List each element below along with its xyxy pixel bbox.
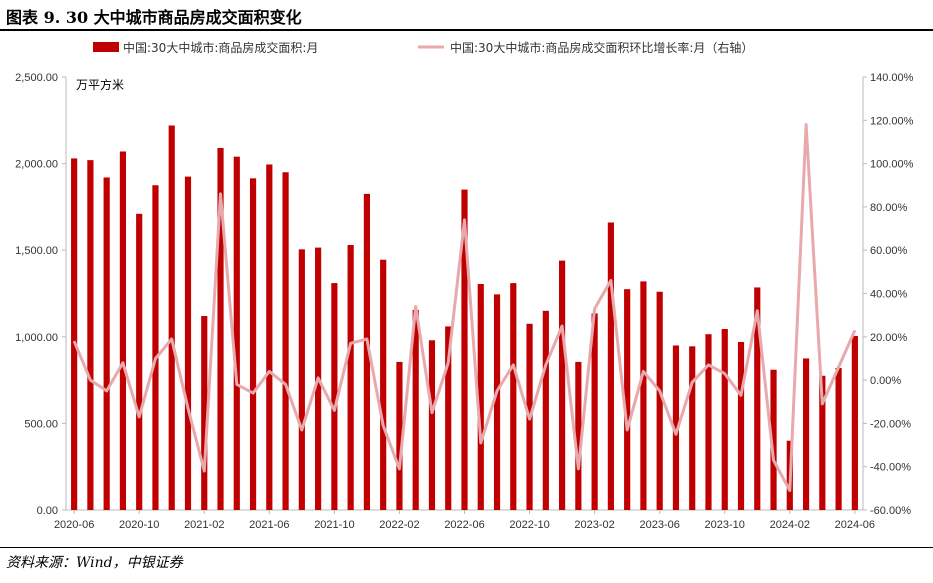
bar xyxy=(233,156,240,510)
x-tick-label: 2024-02 xyxy=(770,519,810,531)
right-tick-label: 100.00% xyxy=(870,159,914,171)
bar xyxy=(624,289,631,510)
bar xyxy=(412,309,419,510)
x-tick-label: 2024-06 xyxy=(835,519,875,531)
bar xyxy=(87,160,94,511)
bar xyxy=(559,260,566,510)
x-tick-label: 2023-02 xyxy=(574,519,614,531)
x-tick-label: 2022-06 xyxy=(444,519,484,531)
bar xyxy=(461,189,468,510)
bar xyxy=(672,345,680,510)
x-tick-label: 2021-06 xyxy=(249,519,289,531)
bar xyxy=(396,361,403,510)
bar xyxy=(201,316,208,510)
right-tick-label: 80.00% xyxy=(870,202,908,214)
right-tick-label: 60.00% xyxy=(870,245,908,257)
left-tick-label: 2,500.00 xyxy=(15,72,58,84)
bar xyxy=(103,177,110,510)
bar xyxy=(851,335,858,510)
x-tick-label: 2022-10 xyxy=(509,519,549,531)
legend-line-label: 中国:30大中城市:商品房成交面积环比增长率:月（右轴） xyxy=(450,40,753,55)
legend-bar-swatch xyxy=(93,42,119,52)
x-tick-label: 2021-02 xyxy=(184,519,224,531)
right-tick-label: -20.00% xyxy=(870,418,911,430)
left-tick-label: 0.00 xyxy=(37,505,58,517)
bar xyxy=(477,283,484,510)
right-tick-label: -60.00% xyxy=(870,505,911,517)
bar xyxy=(184,176,192,510)
bar xyxy=(152,185,159,510)
title-divider xyxy=(0,29,933,31)
bar xyxy=(575,361,582,510)
bar xyxy=(640,281,647,510)
line-series xyxy=(72,123,857,492)
bar xyxy=(266,164,273,510)
bar xyxy=(445,326,452,510)
bar xyxy=(737,341,745,510)
bar xyxy=(136,213,143,510)
x-tick-label: 2023-06 xyxy=(639,519,679,531)
bar xyxy=(298,249,305,511)
bar xyxy=(71,158,78,511)
bar xyxy=(493,294,501,510)
right-tick-label: 40.00% xyxy=(870,289,908,301)
x-tick-label: 2020-10 xyxy=(119,519,159,531)
bar xyxy=(119,151,127,510)
bar xyxy=(607,222,614,510)
left-tick-label: 2,000.00 xyxy=(15,159,58,171)
unit-label: 万平方米 xyxy=(76,77,124,92)
bar xyxy=(282,172,289,510)
left-tick-label: 1,000.00 xyxy=(15,332,58,344)
bar xyxy=(656,291,663,510)
x-tick-label: 2023-10 xyxy=(705,519,745,531)
bar xyxy=(510,283,517,510)
bar xyxy=(819,375,826,510)
x-tick-label: 2022-02 xyxy=(379,519,419,531)
left-tick-label: 500.00 xyxy=(24,418,58,430)
right-tick-label: 20.00% xyxy=(870,332,908,344)
bar xyxy=(721,329,728,510)
bar xyxy=(249,178,257,510)
right-tick-label: 120.00% xyxy=(870,115,914,127)
right-tick-label: -40.00% xyxy=(870,462,911,474)
chart-title: 图表 9. 30 大中城市商品房成交面积变化 xyxy=(6,8,302,27)
bar xyxy=(542,310,549,510)
bar xyxy=(363,193,370,510)
legend-bar-label: 中国:30大中城市:商品房成交面积:月 xyxy=(123,40,318,55)
bar xyxy=(347,245,354,510)
x-tick-label: 2020-06 xyxy=(54,519,94,531)
right-tick-label: 140.00% xyxy=(870,72,914,84)
bar xyxy=(591,313,598,510)
bar xyxy=(705,334,712,510)
right-tick-label: 0.00% xyxy=(870,375,901,387)
left-tick-label: 1,500.00 xyxy=(15,245,58,257)
bar xyxy=(770,369,777,510)
chart-axes: 0.00 500.00 1,000.00 1,500.00 2,000.00 2,500.… xyxy=(15,72,913,531)
source-note: 资料来源：Wind，中银证券 xyxy=(6,555,183,571)
bar xyxy=(331,283,338,510)
chart-legend: 中国:30大中城市:商品房成交面积:月 中国:30大中城市:商品房成交面积环比增… xyxy=(93,40,753,55)
growth-rate-line xyxy=(72,123,857,492)
bar-series xyxy=(71,125,858,511)
bar xyxy=(835,367,842,510)
bar xyxy=(380,259,387,510)
bar xyxy=(168,125,175,510)
bar xyxy=(802,358,810,510)
bar xyxy=(217,148,224,510)
bar xyxy=(754,287,761,510)
x-tick-label: 2021-10 xyxy=(314,519,354,531)
bar xyxy=(428,340,436,510)
bar xyxy=(689,346,696,510)
footer-divider xyxy=(0,547,933,548)
